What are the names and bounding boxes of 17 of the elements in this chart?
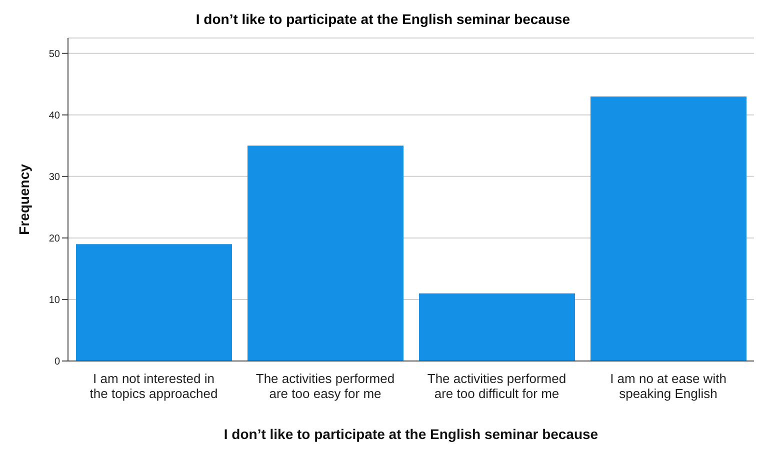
y-tick-label: 50 [48,48,60,60]
y-axis-title: Frequency [16,164,32,235]
y-tick-label: 30 [48,172,60,183]
bar [419,293,575,361]
x-tick-label: I am not interested in the topics approached [90,371,218,401]
y-tick-label: 20 [48,234,60,244]
y-tick-label: 0 [54,356,60,368]
bar [76,244,232,361]
x-tick-label: I am no at ease with speaking English [610,371,726,401]
chart-title: I don’t like to participate at the English seminar because [194,10,572,29]
y-tick-label: 40 [48,110,60,122]
bar [248,146,404,361]
x-tick-label: The activities performed are too easy for me [256,371,395,401]
bar [590,96,746,361]
x-tick-label: The activities performed are too difficult for me [427,371,566,401]
y-tick-label: 10 [48,295,60,306]
x-axis-title: I don’t like to participate at the English seminar because [224,426,598,442]
